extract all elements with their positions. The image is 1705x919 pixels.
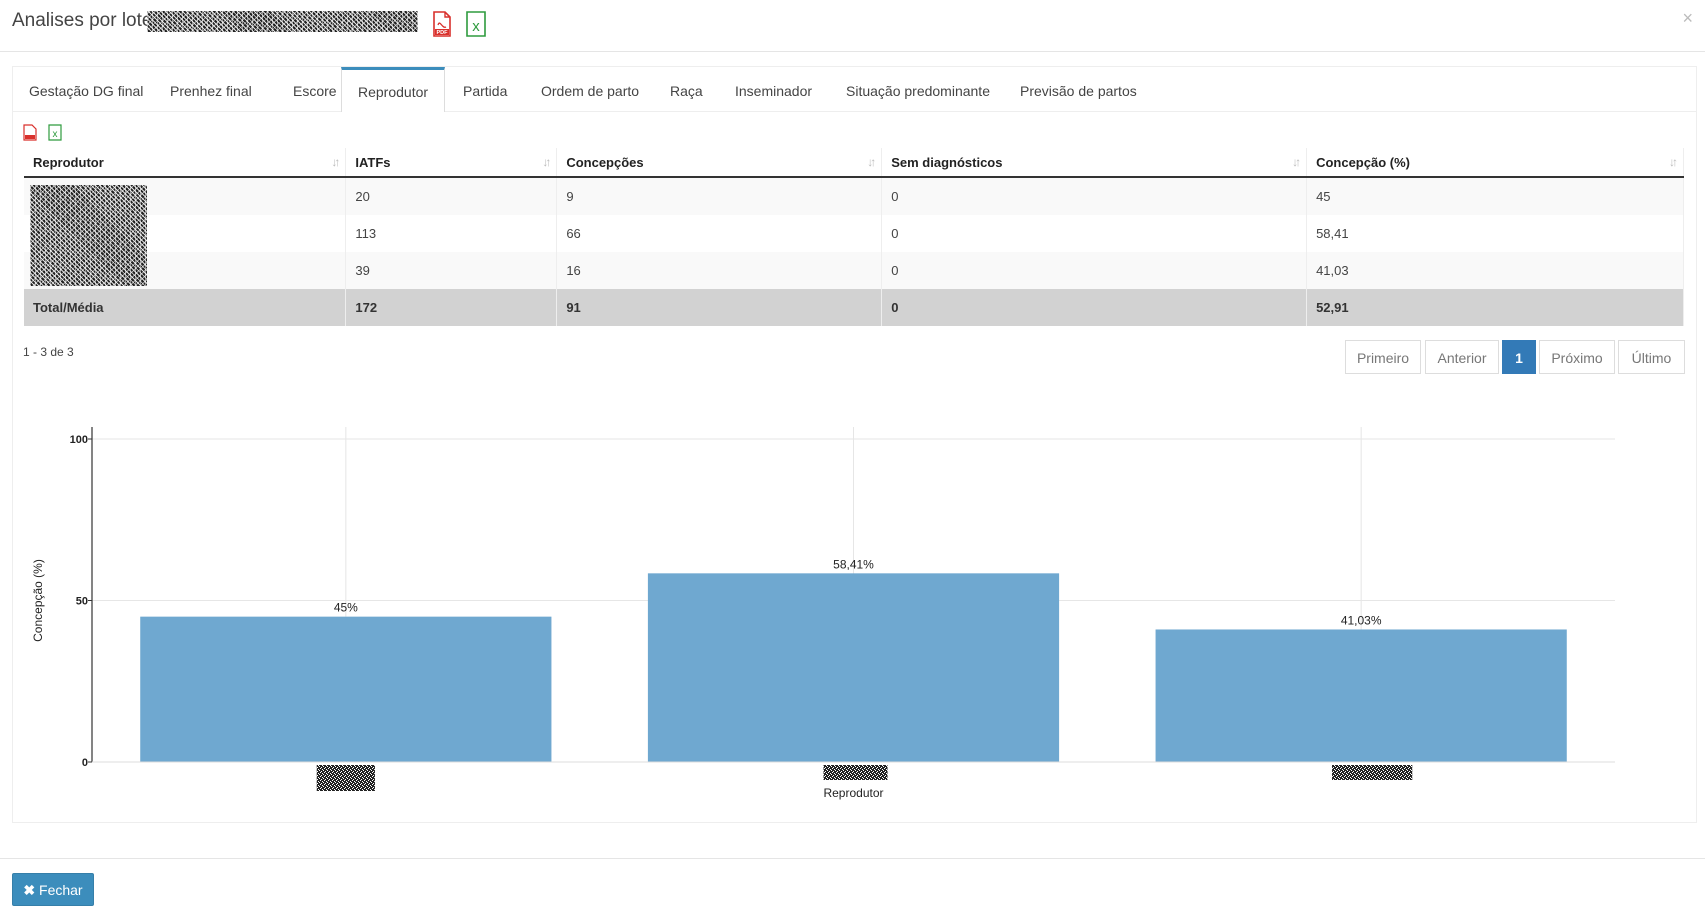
table-row: 113 66 0 58,41 [24, 215, 1684, 252]
total-concepcoes: 91 [556, 289, 883, 326]
cell-iatfs: 39 [345, 252, 558, 289]
y-tick-label: 50 [76, 596, 88, 608]
sort-icon[interactable]: ↓↑ [1292, 155, 1301, 169]
tab-partida[interactable]: Partida [463, 83, 508, 99]
col-header-concepcao-pct[interactable]: Concepção (%) ↓↑ [1306, 148, 1684, 178]
tab-gestacao-dg-final[interactable]: Gestação DG final [29, 83, 144, 99]
svg-text:x: x [472, 18, 480, 35]
sort-icon[interactable]: ↓↑ [867, 155, 876, 169]
cell-concepcao-pct: 58,41 [1306, 215, 1684, 252]
close-x-icon: ✖ [23, 882, 36, 898]
col-header-sem-diagnosticos[interactable]: Sem diagnósticos ↓↑ [881, 148, 1308, 178]
fechar-label: Fechar [39, 882, 83, 898]
cell-sem-diagnosticos: 0 [881, 177, 1308, 215]
sort-icon[interactable]: ↓↑ [542, 155, 551, 169]
cell-iatfs: 113 [345, 215, 558, 252]
total-concepcao-pct: 52,91 [1306, 289, 1684, 326]
sort-icon[interactable]: ↓↑ [331, 155, 340, 169]
svg-text:x: x [53, 129, 58, 140]
table-row: 39 16 0 41,03 [24, 252, 1684, 289]
cell-sem-diagnosticos: 0 [881, 215, 1308, 252]
tab-escore[interactable]: Escore [293, 83, 337, 99]
x-tick-label-noise [316, 765, 375, 791]
pagination-last-button[interactable]: Último [1618, 340, 1685, 374]
pagination-page-1[interactable]: 1 [1502, 340, 1536, 374]
pagination-next-button[interactable]: Próximo [1539, 340, 1615, 374]
sort-icon[interactable]: ↓↑ [1669, 155, 1678, 169]
y-axis-label: Concepção (%) [31, 559, 45, 642]
data-label: 41,03% [1341, 613, 1382, 627]
total-iatfs: 172 [345, 289, 558, 326]
table-row: 20 9 0 45 [24, 177, 1684, 215]
pdf-export-icon[interactable]: PDF [431, 11, 453, 37]
table-pdf-icon[interactable] [23, 124, 37, 141]
cell-concepcoes: 66 [556, 215, 883, 252]
cell-sem-diagnosticos: 0 [881, 252, 1308, 289]
col-header-reprodutor[interactable]: Reprodutor ↓↑ [24, 148, 347, 178]
pagination-first-button[interactable]: Primeiro [1345, 340, 1421, 374]
cell-concepcoes: 9 [556, 177, 883, 215]
fechar-button[interactable]: ✖ Fechar [12, 873, 94, 906]
table-excel-icon[interactable]: x [48, 124, 62, 141]
tab-prenhez-final[interactable]: Prenhez final [170, 83, 252, 99]
modal-header: Analises por lotes PDF x × [0, 0, 1705, 52]
x-axis-label: Reprodutor [823, 786, 883, 800]
footer-divider [0, 858, 1705, 859]
reprodutor-names-redacted [30, 185, 147, 286]
bar [140, 616, 552, 762]
data-label: 45% [334, 601, 358, 615]
bar [1155, 629, 1567, 762]
modal-title: Analises por lotes [12, 10, 162, 31]
y-tick-label: 100 [70, 434, 88, 446]
tab-raca[interactable]: Raça [670, 83, 703, 99]
tab-situacao-predominante[interactable]: Situação predominante [846, 83, 990, 99]
col-header-concepcoes[interactable]: Concepções ↓↑ [556, 148, 883, 178]
tab-bar: Gestação DG final Prenhez final Escore R… [13, 67, 1696, 112]
reprodutor-table: Reprodutor ↓↑ IATFs ↓↑ Concepções ↓↑ Sem di… [24, 148, 1684, 326]
close-icon[interactable]: × [1682, 8, 1693, 28]
pagination-prev-button[interactable]: Anterior [1425, 340, 1499, 374]
x-tick-label-noise [823, 765, 888, 780]
excel-export-icon[interactable]: x [465, 11, 487, 37]
table-total-row: Total/Média 172 91 0 52,91 [24, 289, 1684, 326]
x-tick-label-noise [1332, 765, 1413, 780]
col-header-iatfs[interactable]: IATFs ↓↑ [345, 148, 558, 178]
tab-reprodutor[interactable]: Reprodutor [341, 67, 446, 112]
bar [647, 573, 1060, 762]
lot-name-redacted [147, 11, 418, 32]
y-tick-label: 0 [82, 757, 88, 769]
cell-concepcoes: 16 [556, 252, 883, 289]
concepcao-bar-chart: 0 50 100 45% 58,41% 41,03% Reprodutor Concepção… [31, 427, 1615, 800]
tab-panel: Gestação DG final Prenhez final Escore R… [12, 66, 1697, 823]
record-count: 1 - 3 de 3 [23, 345, 74, 359]
total-sem-diagnosticos: 0 [881, 289, 1308, 326]
data-label: 58,41% [833, 557, 874, 571]
svg-text:PDF: PDF [437, 30, 449, 36]
cell-concepcao-pct: 41,03 [1306, 252, 1684, 289]
cell-iatfs: 20 [345, 177, 558, 215]
tab-inseminador[interactable]: Inseminador [735, 83, 813, 99]
cell-concepcao-pct: 45 [1306, 177, 1684, 215]
tab-ordem-de-parto[interactable]: Ordem de parto [541, 83, 640, 99]
tab-previsao-de-partos[interactable]: Previsão de partos [1020, 83, 1137, 99]
total-label: Total/Média [24, 289, 347, 326]
